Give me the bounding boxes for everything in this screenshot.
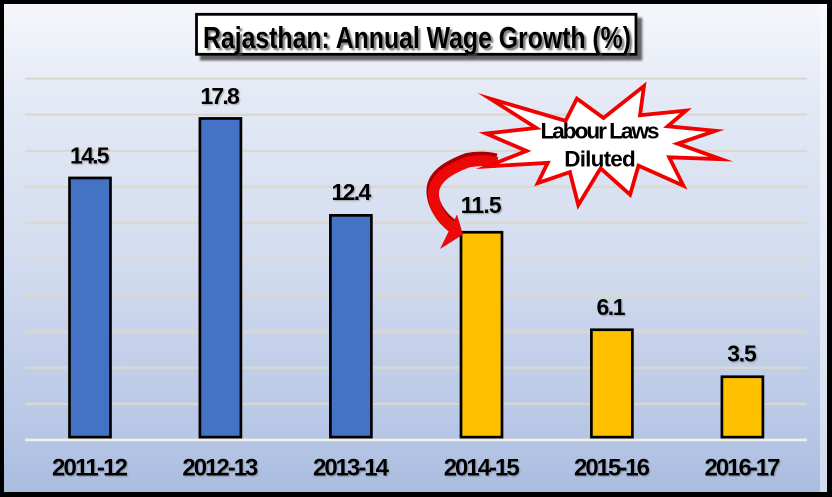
svg-text:2011-12: 2011-12: [52, 454, 128, 481]
svg-text:3.5: 3.5: [727, 341, 757, 367]
svg-text:Labour Laws: Labour Laws: [541, 119, 660, 144]
svg-text:2014-15: 2014-15: [444, 454, 520, 481]
svg-text:14.5: 14.5: [70, 143, 110, 169]
svg-text:Rajasthan: Annual Wage Growth: Rajasthan: Annual Wage Growth (%): [203, 21, 631, 55]
svg-text:Diluted: Diluted: [564, 146, 636, 171]
svg-text:6.1: 6.1: [597, 294, 626, 320]
svg-text:2012-13: 2012-13: [182, 454, 258, 481]
svg-text:2015-16: 2015-16: [574, 454, 650, 481]
svg-text:11.5: 11.5: [461, 192, 502, 218]
svg-text:12.4: 12.4: [332, 179, 372, 205]
svg-text:2013-14: 2013-14: [313, 454, 390, 481]
svg-text:2016-17: 2016-17: [705, 454, 781, 481]
svg-text:17.8: 17.8: [200, 83, 240, 109]
